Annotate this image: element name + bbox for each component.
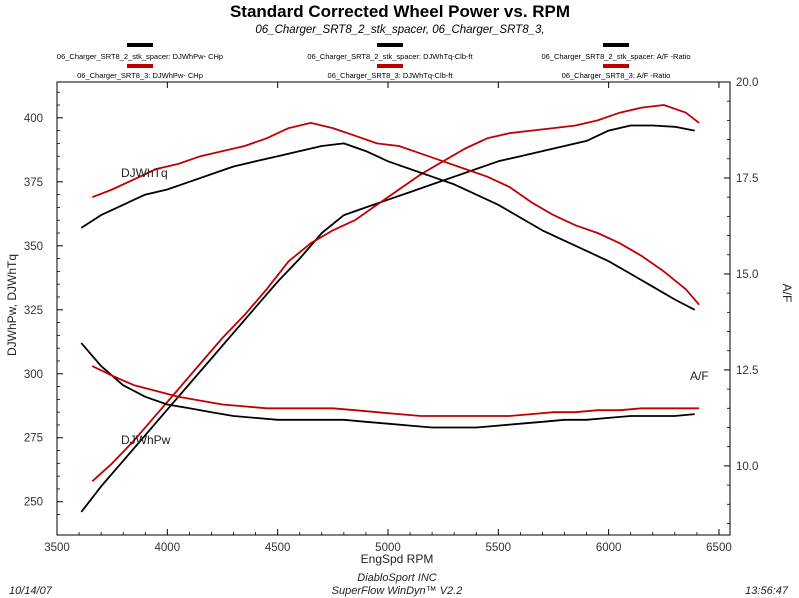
legend-swatch (603, 43, 629, 47)
legend-entry: 06_Charger_SRT8_2_stk_spacer: DJWhPw- CH… (57, 52, 223, 61)
y-axis-right-label: A/F (780, 284, 794, 303)
plot-area (56, 81, 731, 536)
legend-entry: 06_Charger_SRT8_2_stk_spacer: DJWhTq-Clb… (307, 52, 473, 61)
x-tick-label: 4000 (155, 542, 181, 554)
legend-swatch (127, 43, 153, 47)
y-left-tick-label: 325 (24, 305, 43, 317)
y-left-tick-label: 350 (24, 241, 43, 253)
x-tick-label: 5000 (375, 542, 401, 554)
footer-date: 10/14/07 (9, 585, 53, 597)
x-tick-label: 6000 (596, 542, 622, 554)
y-left-tick-label: 375 (24, 177, 43, 189)
y-right-tick-label: 17.5 (736, 173, 758, 185)
legend-entry: 06_Charger_SRT8_3: DJWhTq-Clb-ft (328, 71, 454, 80)
chart-subtitle: 06_Charger_SRT8_2_stk_spacer, 06_Charger… (255, 24, 544, 36)
y-left-tick-label: 275 (24, 433, 43, 445)
x-tick-label: 5500 (486, 542, 512, 554)
x-tick-label: 6500 (706, 542, 732, 554)
x-tick-label: 3500 (44, 542, 70, 554)
annotation-af: A/F (690, 369, 709, 383)
x-axis: 3500 4000 4500 5000 5500 6000 6500 (44, 82, 732, 554)
series-line-0 (80, 124, 695, 513)
y-right-tick-label: 12.5 (736, 365, 758, 377)
y-axis-left-label: DJWhPw, DJWhTq (5, 254, 19, 356)
legend-entry: 06_Charger_SRT8_3: A/F -Ratio (562, 71, 671, 80)
legend: 06_Charger_SRT8_2_stk_spacer: DJWhPw- CH… (57, 43, 691, 80)
y-left-tick-label: 250 (24, 497, 43, 509)
footer-time: 13:56:47 (745, 585, 789, 597)
series-line-2 (80, 142, 696, 311)
series-line-4 (80, 342, 695, 429)
footer-company: DiabloSport INC (357, 572, 437, 584)
y-left-tick-label: 400 (24, 113, 43, 125)
legend-entry: 06_Charger_SRT8_3: DJWhPw- CHp (77, 71, 203, 80)
y-right-tick-label: 10.0 (736, 461, 758, 473)
x-axis-label: EngSpd RPM (361, 552, 434, 566)
y-axis-left: 250 275 300 325 350 375 400 (24, 91, 63, 515)
legend-swatch (603, 64, 629, 68)
series-lines (80, 104, 700, 513)
chart-title: Standard Corrected Wheel Power vs. RPM (230, 2, 570, 21)
series-line-5 (91, 365, 700, 417)
annotation-djwhtq: DJWhTq (121, 166, 168, 180)
x-tick-label: 4500 (265, 542, 291, 554)
legend-entry: 06_Charger_SRT8_2_stk_spacer: A/F -Ratio (541, 52, 690, 61)
y-axis-right: 10.0 12.5 15.0 17.5 20.0 (724, 77, 758, 524)
y-right-tick-label: 15.0 (736, 269, 758, 281)
annotation-djwhpw: DJWhPw (121, 433, 171, 447)
series-line-1 (91, 104, 700, 482)
legend-swatch (127, 64, 153, 68)
y-right-tick-label: 20.0 (736, 77, 758, 89)
footer-software: SuperFlow WinDyn™ V2.2 (332, 585, 463, 597)
y-left-tick-label: 300 (24, 369, 43, 381)
series-line-3 (91, 122, 700, 306)
legend-swatch (377, 43, 403, 47)
legend-swatch (377, 64, 403, 68)
